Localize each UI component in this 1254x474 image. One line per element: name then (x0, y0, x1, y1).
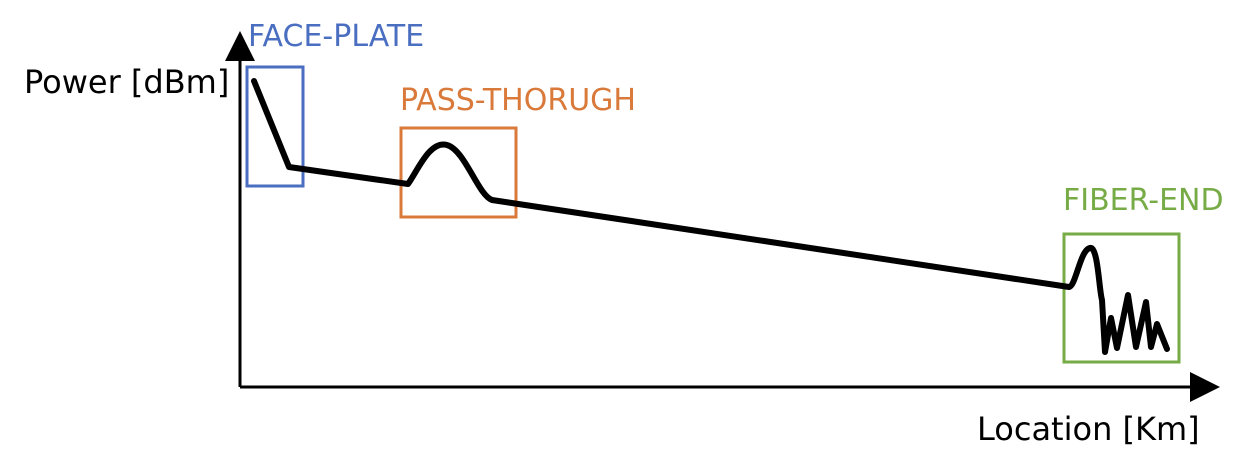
pass-through-box (399, 126, 518, 219)
power-trace (251, 78, 1170, 355)
x-axis-label: Location [Km] (977, 410, 1200, 448)
face-plate-box (245, 65, 305, 188)
pass-through-label: PASS-THORUGH (400, 83, 636, 118)
face-plate-label: FACE-PLATE (248, 19, 425, 54)
fiber-end-label: FIBER-END (1063, 183, 1224, 218)
fiber-end-box (1062, 232, 1181, 364)
y-axis-label: Power [dBm] (24, 63, 230, 101)
